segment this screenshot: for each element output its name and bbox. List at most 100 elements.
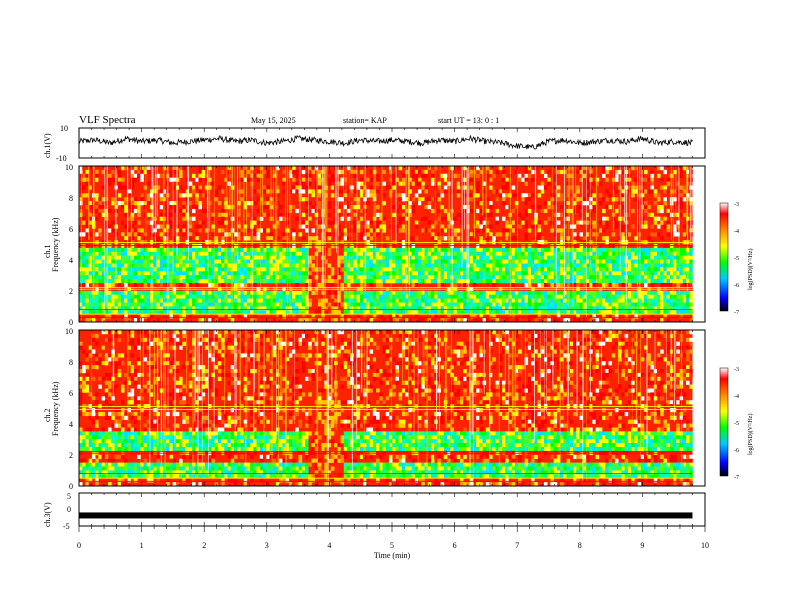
- spec1-cell: [343, 267, 348, 272]
- spec1-cell: [372, 197, 377, 202]
- spec1-cell: [673, 166, 677, 171]
- spec1-cell: [172, 201, 177, 206]
- spec1-cell: [275, 244, 280, 249]
- spec1-cell: [392, 275, 396, 280]
- spec1-cell: [266, 259, 270, 264]
- spec1-cell: [660, 283, 664, 288]
- spec1-cell: [169, 224, 173, 229]
- spec1-cell: [418, 251, 422, 256]
- spec1-cell: [443, 294, 448, 299]
- spec1-cell: [227, 290, 232, 295]
- spec1-cell: [640, 193, 645, 198]
- spec1-cell: [295, 302, 299, 307]
- spec1-cell: [366, 279, 370, 284]
- spec1-cell: [175, 224, 180, 229]
- spec1-cell: [346, 212, 351, 217]
- spec1-cell: [179, 208, 183, 214]
- spec1-cell: [337, 290, 341, 295]
- spec1-cell: [263, 294, 267, 299]
- spec1-cell: [204, 263, 209, 268]
- spec1-cell: [614, 197, 619, 202]
- spec1-cell: [175, 298, 180, 303]
- spec1-cell: [117, 302, 122, 307]
- spec1-cell: [130, 173, 135, 178]
- spec1-cell: [288, 294, 293, 299]
- spec1-cell: [595, 294, 600, 299]
- spec1-cell: [443, 275, 448, 280]
- spec1-cell: [140, 263, 144, 268]
- spec1-cell: [243, 306, 248, 311]
- spec1-cell: [434, 302, 438, 307]
- spec1-cell: [263, 212, 267, 217]
- spec1-cell: [185, 283, 190, 288]
- spec1-cell: [501, 267, 506, 272]
- spec1-cell: [663, 298, 667, 303]
- spec1-cell: [547, 169, 551, 175]
- spec1-cell: [537, 275, 542, 280]
- spec1-cell: [379, 294, 383, 299]
- spec1-cell: [221, 263, 225, 268]
- spec1-cell: [246, 244, 251, 249]
- spec1-cell: [614, 255, 619, 260]
- spec1-cell: [624, 298, 629, 303]
- spec1-cell: [233, 267, 238, 272]
- spec1-cell: [556, 294, 561, 299]
- spec1-cell: [569, 306, 574, 311]
- spec1-cell: [124, 310, 128, 315]
- spec1-cell: [192, 267, 196, 272]
- spec1-cell: [376, 302, 380, 307]
- spec1-cell: [663, 310, 667, 315]
- spec1-cell: [540, 290, 545, 295]
- spec1-cell: [614, 251, 619, 256]
- spec1-cell: [376, 224, 380, 229]
- spec1-cell: [527, 294, 532, 299]
- spec1-cell: [108, 283, 112, 288]
- spec1-cell: [95, 244, 99, 249]
- spec1-cell: [108, 244, 112, 249]
- spec1-cell: [343, 197, 348, 202]
- spec1-cell: [618, 271, 622, 276]
- spec1-cell: [104, 271, 109, 276]
- spec1-cell: [563, 224, 567, 229]
- spec1-cell: [337, 189, 341, 194]
- spec1-cell: [450, 318, 454, 323]
- spec1-cell: [656, 306, 661, 311]
- spec1-cell: [676, 259, 680, 264]
- spec1-cell: [292, 193, 296, 198]
- spec1-cell: [101, 267, 106, 272]
- spec1-cell: [447, 255, 451, 260]
- spec1-cell: [434, 267, 438, 272]
- spec1-cell: [201, 220, 206, 225]
- spec1-cell: [156, 306, 161, 311]
- spec1-cell: [485, 220, 490, 225]
- spec1-cell: [611, 232, 616, 237]
- spec1-cell: [98, 255, 102, 260]
- spec1-cell: [192, 298, 196, 303]
- spec1-cell: [88, 275, 93, 280]
- spec1-cell: [553, 173, 558, 178]
- spec1-cell: [589, 294, 593, 299]
- spec1-cell: [172, 181, 177, 186]
- spec1-cell: [246, 271, 251, 276]
- spec1-cell: [91, 294, 96, 299]
- spec1-cell: [453, 216, 458, 221]
- spec1-cell: [647, 189, 651, 194]
- spec1-cell: [624, 255, 629, 260]
- spec1-cell: [563, 294, 567, 299]
- spec1-cell: [579, 205, 583, 210]
- spec1-cell: [101, 263, 106, 268]
- spec1-cell: [211, 271, 215, 276]
- spec1-cell: [198, 255, 202, 260]
- spec1-cell: [379, 216, 383, 221]
- spec1-cell: [631, 185, 635, 190]
- spec1-cell: [673, 298, 677, 303]
- spec1-cell: [295, 189, 299, 194]
- spec1-cell: [666, 279, 671, 284]
- spec1-cell: [514, 298, 519, 303]
- spec1-cell: [133, 283, 138, 288]
- spec1-cell: [440, 263, 445, 268]
- spec1-cell: [317, 185, 322, 190]
- spec1-cell: [492, 271, 496, 276]
- spec1-cell: [214, 263, 219, 268]
- spec1-cell: [79, 310, 83, 315]
